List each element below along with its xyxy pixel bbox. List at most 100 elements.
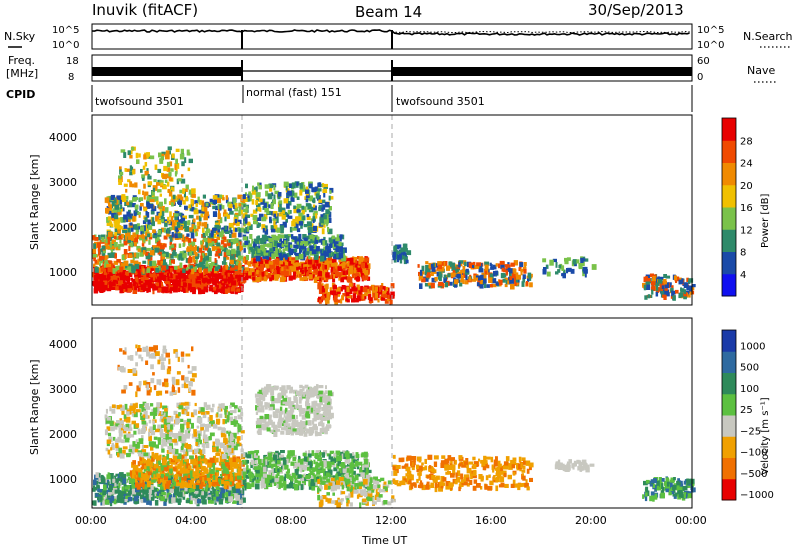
power-cell [509,276,513,280]
power-cell [510,262,515,267]
power-cell [161,265,167,271]
power-cell [216,244,221,250]
power-cell [251,238,254,244]
power-cell [347,261,350,267]
power-cell [114,228,118,234]
power-cell [107,239,110,245]
power-cell [464,261,467,267]
power-cell [149,203,154,209]
power-cell [198,209,202,214]
power-cell [661,285,665,290]
power-cell [519,262,524,267]
velocity-cell [228,496,233,502]
power-cell [202,194,206,199]
power-cell [149,155,155,160]
power-cell [128,254,133,258]
velocity-cell [228,457,233,461]
power-cell [362,275,365,281]
power-cell [252,274,256,281]
power-cell [171,252,177,256]
power-cell [178,219,183,223]
power-cell [403,243,407,249]
power-cell [174,221,179,226]
power-cell [131,236,135,241]
power-cell [118,226,123,230]
nave-tick-high: 60 [697,56,710,67]
power-cell [283,262,287,268]
power-cell [93,274,97,281]
power-cell [337,266,342,271]
power-cell [323,214,327,220]
power-cell [285,247,289,251]
power-cell [289,256,292,261]
power-cell [152,273,156,278]
power-cell [156,200,159,205]
power-cell [113,234,117,239]
power-cell [123,183,128,187]
power-cell [201,252,204,259]
power-cell [129,267,132,271]
power-cell [193,259,197,265]
power-cell [237,239,242,243]
velocity-cell [131,474,135,479]
power-cell [499,281,503,286]
power-cell [144,270,148,275]
power-cell [106,264,111,268]
power-cell [100,277,104,284]
power-cell [107,235,111,240]
power-cell [323,224,326,228]
power-cell [257,235,260,239]
power-cell [112,268,116,274]
power-cell [260,240,263,244]
velocity-cell [175,473,178,480]
power-cell [98,282,104,288]
power-cell [302,276,308,280]
power-cell [192,266,197,273]
power-cell [179,189,184,194]
power-cell [256,269,259,275]
power-cell [164,179,168,183]
power-cell [192,238,197,242]
power-cell [190,232,195,239]
power-cell [211,286,216,291]
power-cell [338,273,342,279]
power-cell [201,272,207,279]
power-cell [499,260,505,265]
power-cell [235,274,238,279]
velocity-cell [237,475,242,480]
power-cell [265,271,269,276]
power-cell [132,255,135,261]
power-cell [230,255,235,262]
power-cell [419,269,423,276]
power-cell [352,287,358,292]
velocity-cell [156,491,160,496]
power-cell [252,261,255,267]
power-cell [237,282,242,286]
power-cell [316,236,320,240]
power-cell [191,193,196,198]
power-cell [210,231,214,237]
power-cell [133,281,136,287]
power-cell [101,255,105,260]
power-cell [179,253,183,259]
power-cell [174,213,179,217]
power-cell [171,153,175,159]
power-cell [156,235,160,241]
power-cell [122,217,126,223]
velocity-cell [150,496,155,501]
power-cell [103,275,107,281]
power-cell [180,278,184,284]
power-cell [164,280,170,285]
nsearch-trace [391,30,693,34]
velocity-cell [135,482,139,488]
power-cell [198,288,201,295]
power-cell [154,247,159,253]
power-cell [247,261,250,265]
power-cell [270,228,276,233]
power-cell [336,234,339,240]
nsky-label: N.Sky [4,30,36,43]
power-cell [99,288,104,293]
power-cell [106,286,111,290]
power-cell [268,204,271,209]
power-cell [141,276,145,281]
